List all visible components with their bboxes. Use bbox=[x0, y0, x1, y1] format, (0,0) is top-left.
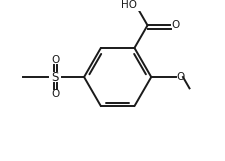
Text: S: S bbox=[51, 71, 59, 84]
Text: O: O bbox=[171, 20, 179, 30]
Text: O: O bbox=[176, 72, 184, 82]
Text: HO: HO bbox=[121, 0, 137, 10]
Text: O: O bbox=[51, 89, 59, 99]
Text: O: O bbox=[51, 55, 59, 65]
